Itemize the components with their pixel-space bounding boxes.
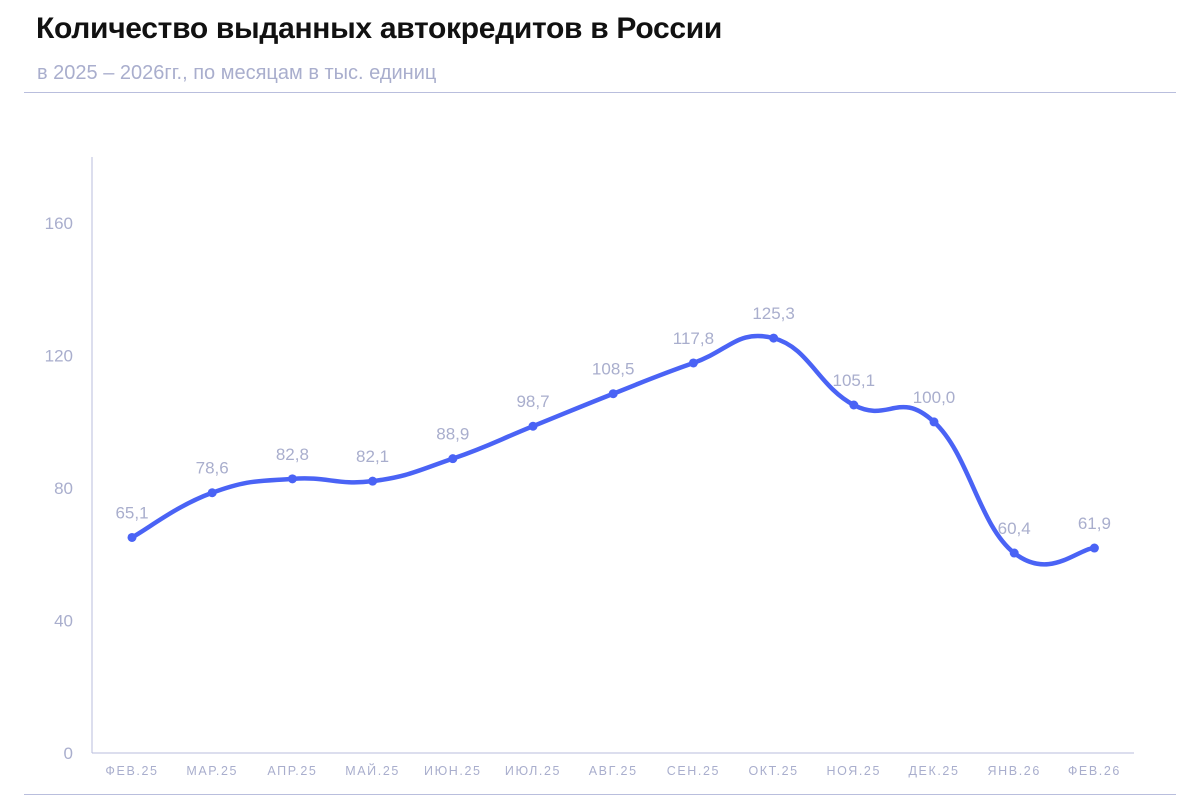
x-tick-label: ЯНВ.26 [988,764,1041,778]
y-axis-ticks: 0 40 80 120 160 [45,214,73,763]
data-points [127,333,1099,558]
data-point [287,474,297,484]
data-label: 65,1 [115,503,148,522]
x-tick-label: АВГ.25 [589,764,638,778]
data-label: 108,5 [592,360,635,379]
data-point [207,488,217,498]
data-label: 82,1 [356,447,389,466]
x-tick-label: МАР.25 [186,764,238,778]
data-label: 98,7 [516,392,549,411]
x-tick-label: НОЯ.25 [827,764,881,778]
chart-subtitle: в 2025 – 2026гг., по месяцам в тыс. един… [37,62,437,84]
data-label: 61,9 [1078,514,1111,533]
footer-divider [24,794,1176,795]
y-tick-label: 120 [45,347,73,366]
data-label: 82,8 [276,445,309,464]
data-point [929,417,939,427]
data-point [448,454,458,464]
y-tick-label: 0 [64,744,73,763]
x-axis-ticks: ФЕВ.25 МАР.25 АПР.25 МАЙ.25 ИЮН.25 ИЮЛ.25 АВГ.… [105,763,1121,778]
x-tick-label: ИЮЛ.25 [505,764,561,778]
data-label: 60,4 [998,519,1031,538]
y-tick-label: 160 [45,214,73,233]
x-tick-label: ФЕВ.26 [1068,764,1121,778]
x-tick-label: МАЙ.25 [345,763,400,778]
x-tick-label: ФЕВ.25 [105,764,158,778]
data-point [1089,543,1099,553]
header-divider [24,92,1176,93]
data-point [1009,548,1019,558]
x-tick-label: ИЮН.25 [424,764,482,778]
data-label: 88,9 [436,425,469,444]
y-tick-label: 80 [54,479,73,498]
data-point [528,421,538,431]
data-point [769,333,779,343]
data-point [368,476,378,486]
x-tick-label: АПР.25 [267,764,317,778]
data-label: 125,3 [752,304,795,323]
data-label: 78,6 [196,459,229,478]
data-point [608,389,618,399]
chart-title: Количество выданных автокредитов в Росси… [36,12,723,45]
data-point [688,358,698,368]
data-labels: 65,1 78,6 82,8 82,1 88,9 98,7 108,5 117,8 125,3 1… [115,304,1110,538]
x-tick-label: ДЕК.25 [908,764,959,778]
data-point [849,400,859,410]
x-tick-label: СЕН.25 [667,764,720,778]
data-label: 100,0 [913,388,956,407]
x-tick-label: ОКТ.25 [748,764,798,778]
data-point [127,532,137,542]
data-label: 117,8 [673,329,714,348]
data-label: 105,1 [833,371,876,390]
y-tick-label: 40 [54,612,73,631]
